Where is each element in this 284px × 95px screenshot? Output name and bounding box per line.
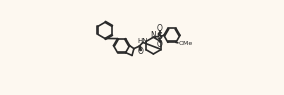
Text: N: N bbox=[151, 31, 156, 40]
Text: OMe: OMe bbox=[178, 41, 193, 46]
Text: O: O bbox=[157, 24, 162, 33]
Text: O: O bbox=[138, 47, 143, 56]
Text: O: O bbox=[157, 40, 162, 49]
Text: S: S bbox=[156, 32, 162, 41]
Text: HN: HN bbox=[138, 38, 148, 44]
